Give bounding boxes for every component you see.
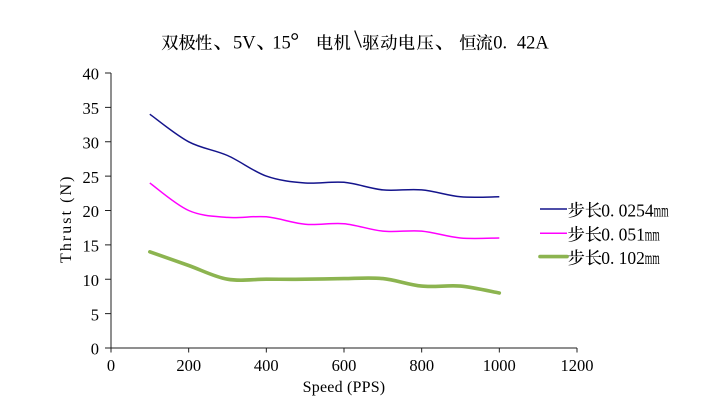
svg-text:0.: 0. <box>601 225 614 245</box>
svg-text:mm: mm <box>645 225 660 245</box>
svg-text:mm: mm <box>645 248 660 268</box>
svg-text:25: 25 <box>83 168 100 187</box>
svg-text:600: 600 <box>332 356 357 375</box>
svg-text:1000: 1000 <box>483 356 516 375</box>
svg-text:800: 800 <box>409 356 434 375</box>
svg-text:400: 400 <box>254 356 279 375</box>
svg-text:10: 10 <box>83 271 100 290</box>
svg-text:5: 5 <box>91 305 99 324</box>
svg-text:5V: 5V <box>233 34 256 54</box>
svg-text:0.: 0. <box>601 200 614 220</box>
svg-text:15: 15 <box>272 34 291 54</box>
svg-text:15: 15 <box>83 237 100 256</box>
svg-text:0254: 0254 <box>619 200 654 220</box>
svg-text:20: 20 <box>83 202 100 221</box>
svg-text:42A: 42A <box>517 34 550 54</box>
svg-text:051: 051 <box>619 225 645 245</box>
svg-text:Speed (PPS): Speed (PPS) <box>303 379 386 396</box>
svg-text:0: 0 <box>91 340 99 359</box>
svg-text:102: 102 <box>619 248 645 268</box>
svg-text:30: 30 <box>83 133 100 152</box>
svg-text:200: 200 <box>176 356 201 375</box>
svg-text:40: 40 <box>83 65 100 84</box>
svg-text:35: 35 <box>83 99 100 118</box>
svg-text:1200: 1200 <box>561 356 594 375</box>
svg-text:Thrust (N): Thrust (N) <box>58 175 75 263</box>
svg-text:0: 0 <box>107 356 115 375</box>
svg-text:0.: 0. <box>601 248 614 268</box>
svg-text:mm: mm <box>654 200 669 220</box>
svg-text:0.: 0. <box>493 34 507 54</box>
